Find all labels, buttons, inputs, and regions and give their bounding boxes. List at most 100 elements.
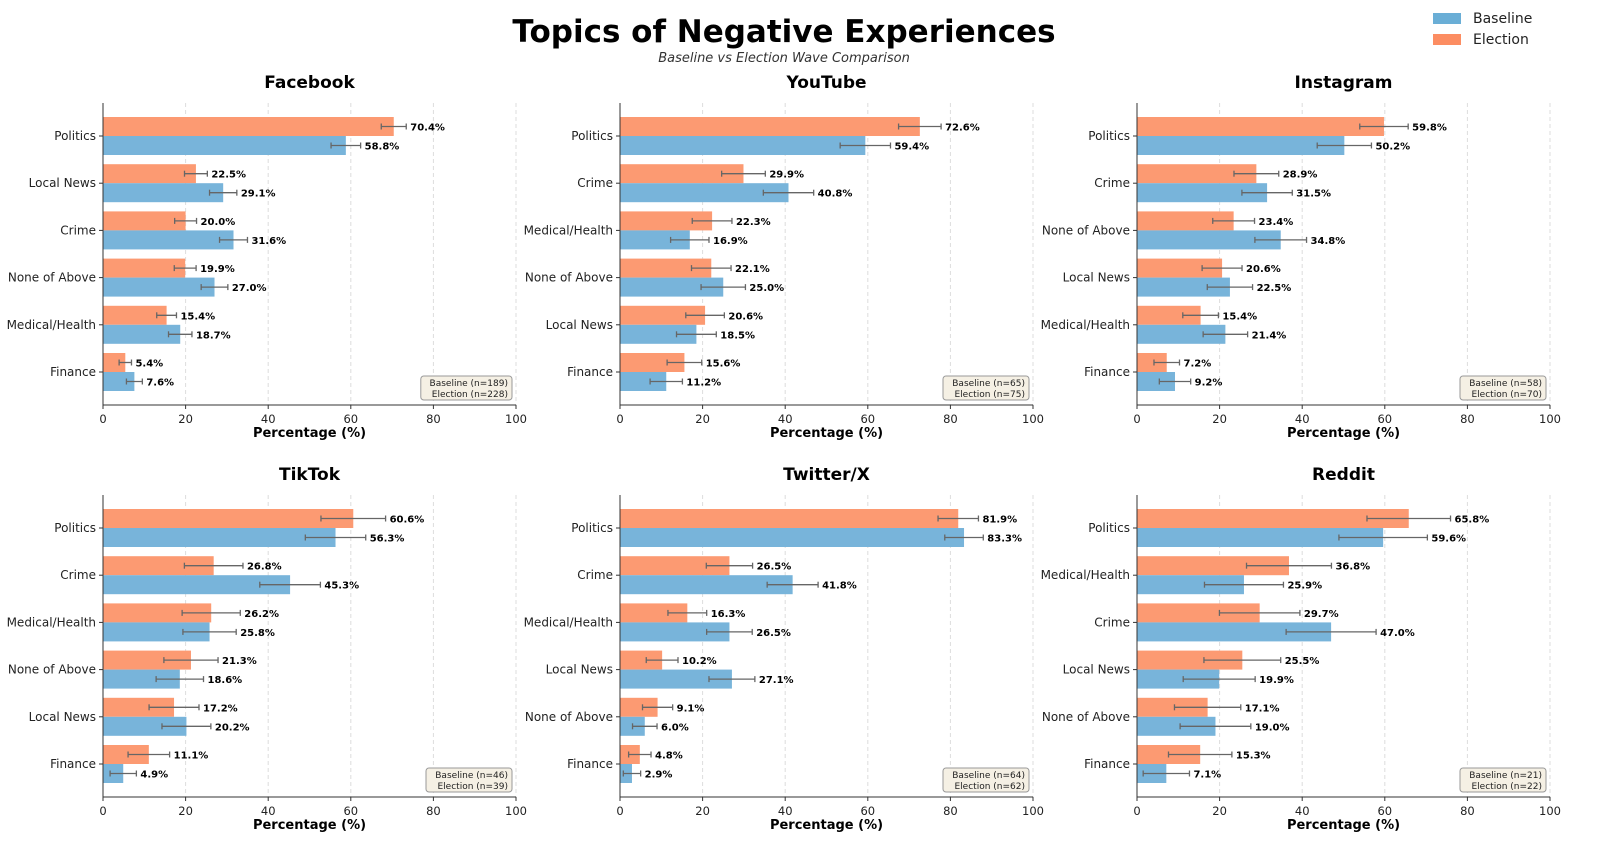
x-tick-label: 60 <box>860 412 875 426</box>
category-label: Local News <box>546 318 613 332</box>
bar-election <box>620 164 744 184</box>
bar-election <box>1137 305 1201 325</box>
data-label: 31.5% <box>1296 189 1331 200</box>
bar-election <box>620 556 730 576</box>
category-label: None of Above <box>525 271 613 285</box>
bar-election <box>103 258 186 278</box>
bar-election <box>1137 211 1234 231</box>
x-tick-label: 0 <box>616 412 623 426</box>
bar-baseline <box>620 622 730 642</box>
x-axis-label: Percentage (%) <box>253 426 366 441</box>
x-tick-label: 20 <box>178 412 193 426</box>
x-tick-label: 40 <box>261 804 276 818</box>
category-label: Medical/Health <box>524 615 613 629</box>
data-label: 16.9% <box>713 236 748 247</box>
x-tick-label: 60 <box>1377 804 1392 818</box>
bar-election <box>620 603 688 623</box>
data-label: 26.2% <box>244 609 279 620</box>
category-label: Local News <box>546 663 613 677</box>
category-label: None of Above <box>8 663 96 677</box>
x-tick-label: 100 <box>1539 412 1561 426</box>
bar-election <box>103 556 214 576</box>
bar-election <box>103 305 167 325</box>
sample-size-election: Election (n=70) <box>1472 390 1543 400</box>
sample-size-baseline: Baseline (n=64) <box>952 771 1025 781</box>
data-label: 27.0% <box>232 283 267 294</box>
panel-instagram: 0 20 40 60 80 100 Instagram Percentage (%) Polit… <box>1041 73 1561 441</box>
data-label: 9.2% <box>1195 378 1223 389</box>
bar-election <box>1137 650 1243 670</box>
category-label: Finance <box>567 365 613 379</box>
bar-baseline <box>620 669 732 689</box>
category-label: Politics <box>54 129 96 143</box>
bar-election <box>103 164 196 184</box>
x-tick-label: 80 <box>426 804 441 818</box>
bar-baseline <box>103 528 336 547</box>
category-label: Crime <box>1094 176 1130 190</box>
bar-election <box>1137 697 1208 717</box>
category-label: Medical/Health <box>7 318 96 332</box>
data-label: 16.3% <box>711 609 746 620</box>
data-label: 29.7% <box>1304 609 1339 620</box>
x-tick-label: 60 <box>343 412 358 426</box>
panel-twitterx: 0 20 40 60 80 100 Twitter/X Percentage (%) Polit… <box>524 465 1044 833</box>
category-label: Crime <box>60 568 96 582</box>
bar-baseline <box>620 277 724 297</box>
sample-size-election: Election (n=62) <box>955 782 1026 792</box>
x-tick-label: 20 <box>1212 804 1227 818</box>
data-label: 25.0% <box>749 283 784 294</box>
data-label: 29.9% <box>769 170 804 181</box>
data-label: 65.8% <box>1455 515 1490 526</box>
data-label: 18.7% <box>196 330 231 341</box>
data-label: 26.5% <box>756 628 791 639</box>
x-tick-label: 0 <box>1133 804 1140 818</box>
x-tick-label: 0 <box>616 804 623 818</box>
bar-election <box>1137 353 1167 372</box>
x-tick-label: 100 <box>505 412 527 426</box>
data-label: 31.6% <box>251 236 286 247</box>
data-label: 15.4% <box>1222 311 1257 322</box>
sample-size-baseline: Baseline (n=46) <box>435 771 508 781</box>
category-label: Politics <box>1088 521 1130 535</box>
category-label: None of Above <box>8 271 96 285</box>
bar-baseline <box>103 136 346 155</box>
x-tick-label: 100 <box>1539 804 1561 818</box>
bar-election <box>103 745 149 764</box>
category-label: Local News <box>1063 271 1130 285</box>
x-tick-label: 20 <box>695 412 710 426</box>
x-tick-label: 80 <box>943 804 958 818</box>
data-label: 56.3% <box>370 534 405 545</box>
data-label: 26.5% <box>757 562 792 573</box>
data-label: 21.3% <box>222 656 257 667</box>
data-label: 20.6% <box>1246 264 1281 275</box>
x-tick-label: 0 <box>99 804 106 818</box>
bar-election <box>1137 258 1223 278</box>
bar-election <box>103 650 191 670</box>
x-tick-label: 60 <box>860 804 875 818</box>
bar-election <box>103 117 394 136</box>
panel-youtube: 0 20 40 60 80 100 YouTube Percentage (%) Politic… <box>524 73 1044 441</box>
data-label: 25.8% <box>240 628 275 639</box>
x-tick-label: 100 <box>1022 412 1044 426</box>
bar-election <box>620 509 959 528</box>
panel-title: Facebook <box>264 73 355 93</box>
data-label: 10.2% <box>682 656 717 667</box>
data-label: 83.3% <box>987 534 1022 545</box>
bar-baseline <box>103 372 135 391</box>
category-label: Local News <box>1063 663 1130 677</box>
sample-size-baseline: Baseline (n=21) <box>1469 771 1542 781</box>
data-label: 22.3% <box>736 217 771 228</box>
data-label: 17.1% <box>1245 703 1280 714</box>
bar-baseline <box>1137 372 1175 391</box>
panel-title: TikTok <box>279 465 341 485</box>
data-label: 11.2% <box>686 378 721 389</box>
sample-size-box <box>425 767 513 793</box>
bar-election <box>620 353 685 372</box>
bar-election <box>1137 164 1257 184</box>
data-label: 7.6% <box>146 378 174 389</box>
data-label: 19.9% <box>1259 675 1294 686</box>
data-label: 72.6% <box>945 123 980 134</box>
bar-baseline <box>620 372 667 391</box>
bar-baseline <box>1137 528 1384 547</box>
